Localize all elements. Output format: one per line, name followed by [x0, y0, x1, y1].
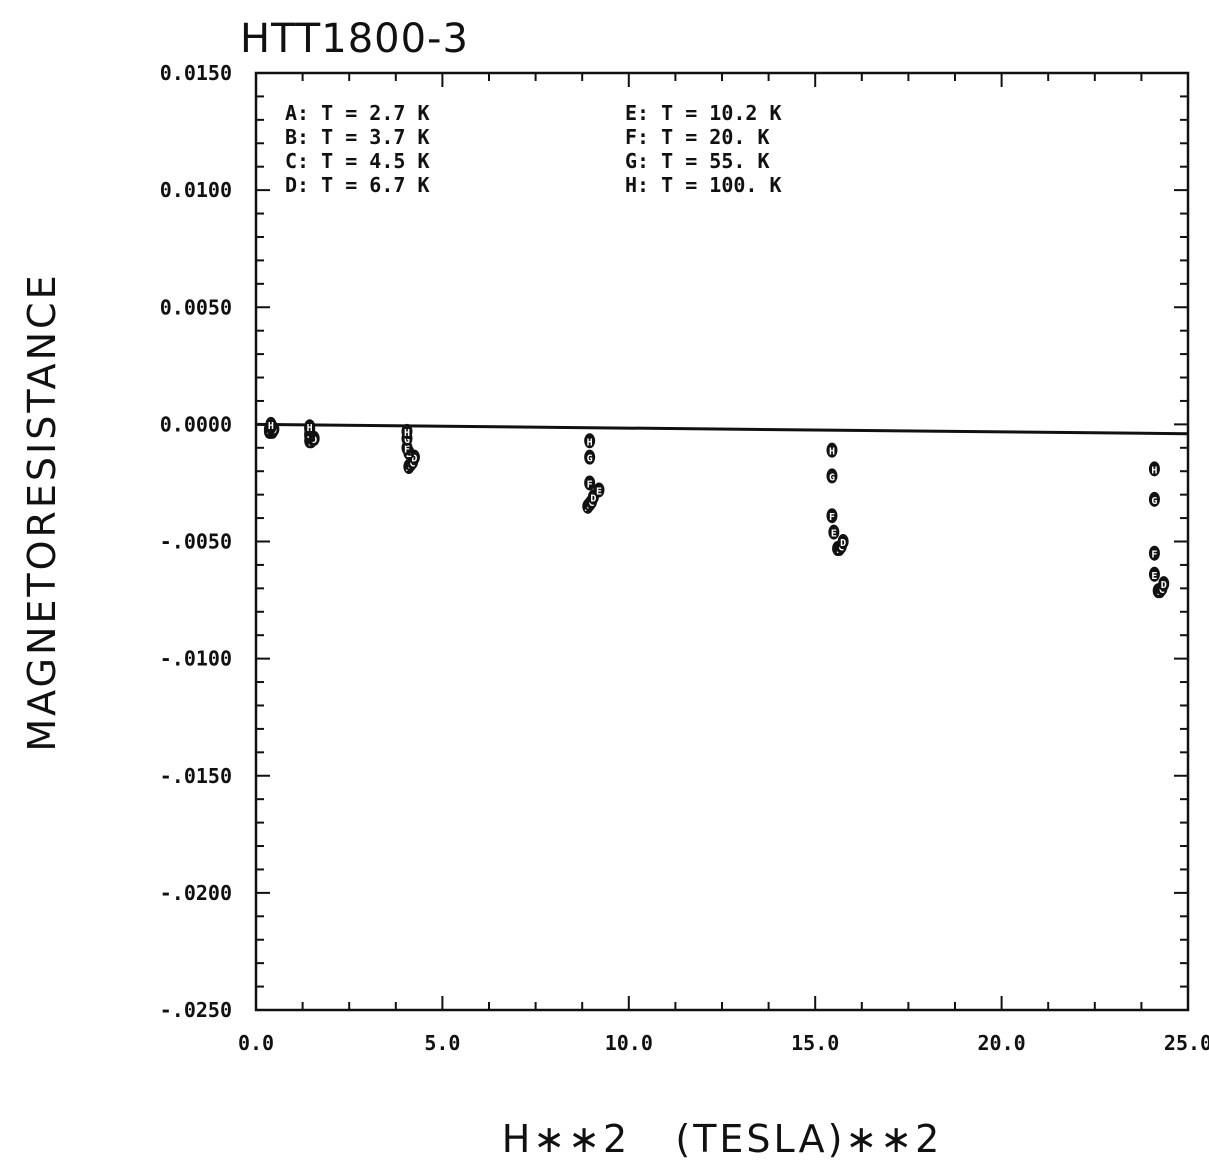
data-point	[826, 468, 838, 484]
series-B: BBBBBB	[265, 423, 1166, 599]
legend-entry: A: T = 2.7 K	[285, 101, 430, 125]
data-point-marker: E	[596, 486, 602, 497]
data-point	[584, 433, 596, 449]
chart-title: HTT1800-3	[240, 16, 469, 62]
x-tick-label: 10.0	[605, 1031, 653, 1055]
y-tick-label: 0.0150	[160, 61, 232, 85]
data-point	[837, 534, 849, 549]
x-tick-label: 15.0	[791, 1031, 839, 1055]
data-point	[1148, 491, 1160, 507]
y-axis-title: MAGNETORESISTANCE	[20, 272, 64, 751]
data-point-marker: G	[829, 472, 835, 483]
legend-entry: B: T = 3.7 K	[285, 125, 430, 149]
plot-border	[254, 71, 1190, 1012]
data-point-marker: H	[404, 428, 410, 439]
y-tick-label: -.0200	[160, 881, 232, 905]
data-point	[1158, 576, 1170, 592]
y-tick-label: -.0050	[160, 530, 232, 554]
series-A: AAAAAA	[263, 423, 1164, 599]
data-point	[593, 482, 605, 498]
data-point-marker: G	[1151, 496, 1157, 507]
legend-entry: G: T = 55. K	[625, 149, 770, 173]
data-point	[401, 423, 413, 439]
x-axis-title: H∗∗2 (TESLA)∗∗2	[502, 1117, 943, 1161]
data-point	[265, 416, 277, 432]
data-point	[826, 442, 838, 458]
y-tick-label: 0.0000	[160, 412, 232, 436]
legend-entry: D: T = 6.7 K	[285, 173, 430, 197]
x-tick-label: 20.0	[978, 1031, 1026, 1055]
data-point	[304, 419, 316, 435]
data-point	[1148, 545, 1160, 561]
data-point	[584, 475, 596, 491]
data-point-marker: F	[404, 444, 410, 455]
series-F: FFFFFF	[265, 419, 1160, 561]
data-point-marker: D	[840, 538, 846, 549]
data-point-marker: D	[411, 454, 417, 465]
legend-entry: H: T = 100. K	[625, 173, 782, 197]
data-point-marker: H	[307, 423, 313, 434]
legend-entry: C: T = 4.5 K	[285, 149, 430, 173]
fit-line	[255, 422, 1189, 436]
data-point-marker: H	[587, 437, 593, 448]
data-point-marker: H	[829, 447, 835, 458]
data-point-marker: H	[268, 421, 274, 432]
data-point-marker: G	[404, 435, 410, 446]
data-point-marker: H	[1151, 465, 1157, 476]
series-E: EEEEEE	[263, 421, 1160, 582]
y-tick-label: -.0150	[160, 764, 232, 788]
axis-ticks: 0.0 5.0 10.0 15.0 20.0 25.0 0.0150 0.0100 0.0050…	[160, 61, 1209, 1055]
y-tick-label: 0.0050	[160, 295, 232, 319]
data-point-marker: D	[1161, 580, 1167, 591]
x-tick-label: 25.0	[1164, 1031, 1209, 1055]
data-point	[584, 449, 596, 465]
data-point-marker: D	[590, 493, 596, 504]
series-H: H H H H H H	[265, 416, 1160, 477]
data-point	[1148, 461, 1160, 477]
data-points: AAAAAABBBBBBCCCCCCDDDDDDEEEEEEFFFFFFGGGG…	[263, 416, 1170, 599]
data-point	[826, 508, 838, 524]
legend-entry: E: T = 10.2 K	[625, 101, 782, 125]
data-point-marker: E	[831, 529, 837, 540]
data-point-marker: F	[1151, 550, 1157, 561]
y-tick-label: 0.0100	[160, 178, 232, 202]
plot-area	[254, 71, 1190, 1012]
fit-line-group	[255, 422, 1189, 436]
data-point-marker: F	[587, 479, 593, 490]
x-tick-label: 0.0	[238, 1031, 274, 1055]
data-point-marker: F	[829, 512, 835, 523]
y-tick-label: -.0250	[160, 998, 232, 1022]
data-point	[1148, 566, 1160, 582]
data-point	[828, 524, 840, 540]
data-point-marker: E	[1151, 571, 1157, 582]
y-tick-label: -.0100	[160, 647, 232, 671]
x-tick-label: 5.0	[424, 1031, 460, 1055]
legend-entry: F: T = 20. K	[625, 125, 770, 149]
legend: A: T = 2.7 KB: T = 3.7 KC: T = 4.5 KD: T…	[285, 101, 782, 197]
data-point-marker: G	[587, 454, 593, 465]
